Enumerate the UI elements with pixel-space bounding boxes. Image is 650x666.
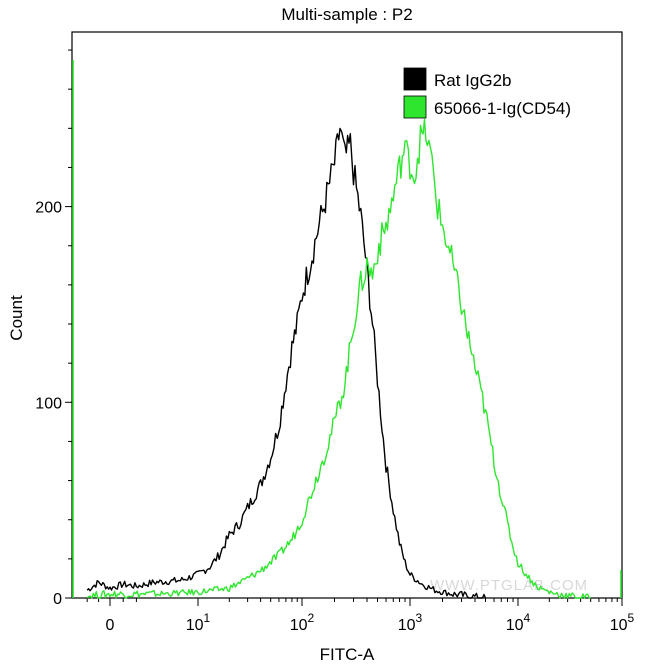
legend: Rat IgG2b 65066-1-Ig(CD54) (403, 67, 571, 119)
y-tick-label: 100 (35, 395, 62, 412)
chart-title: Multi-sample : P2 (281, 5, 412, 24)
x-tick-base: 10 (290, 617, 308, 634)
x-tick-base: 10 (506, 617, 524, 634)
series-line-0 (86, 127, 487, 599)
y-tick-label: 200 (35, 200, 62, 217)
legend-swatch (403, 95, 427, 119)
x-tick-base: 10 (398, 617, 416, 634)
x-tick-label: 104 (506, 611, 531, 634)
legend-label: Rat IgG2b (434, 71, 512, 90)
x-tick-exponent: 1 (204, 611, 211, 625)
x-tick-label: 103 (398, 611, 423, 634)
y-tick-label: 0 (53, 591, 62, 608)
x-tick-exponent: 4 (524, 611, 531, 625)
y-axis: 0 100 200 (35, 49, 72, 608)
plot-frame (71, 31, 623, 599)
legend-label: 65066-1-Ig(CD54) (434, 99, 571, 118)
x-tick-label: 0 (106, 617, 115, 634)
x-axis-label: FITC-A (320, 645, 375, 664)
x-axis: 0 101 102 103 104 105 (86, 598, 635, 634)
y-axis-label: Count (7, 295, 26, 341)
series-layer (72, 60, 622, 599)
x-tick-exponent: 2 (308, 611, 315, 625)
x-tick-base: 10 (186, 617, 204, 634)
watermark-text: WWW.PTGLAB.COM (430, 577, 588, 594)
x-tick-base: 0 (106, 617, 115, 634)
x-tick-exponent: 5 (628, 611, 635, 625)
legend-swatch (403, 67, 427, 91)
x-tick-label: 101 (186, 611, 211, 634)
x-tick-exponent: 3 (416, 611, 423, 625)
series-line-1 (86, 118, 591, 599)
x-tick-label: 105 (610, 611, 635, 634)
x-tick-label: 102 (290, 611, 315, 634)
x-tick-base: 10 (610, 617, 628, 634)
